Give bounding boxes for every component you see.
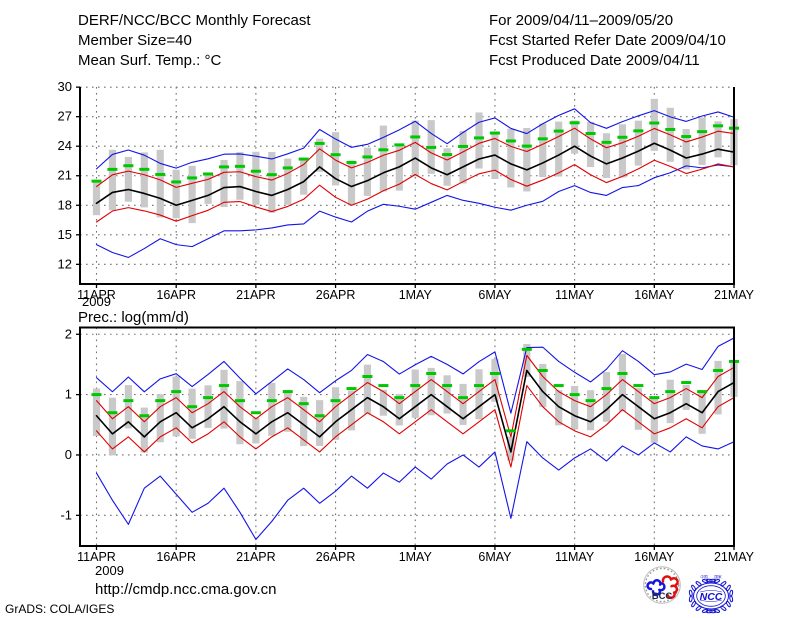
- svg-text:16APR: 16APR: [156, 550, 196, 564]
- svg-text:24: 24: [58, 138, 72, 153]
- svg-text:21APR: 21APR: [236, 288, 276, 302]
- svg-text:NCC: NCC: [700, 591, 723, 603]
- svg-text:11MAY: 11MAY: [555, 288, 595, 302]
- svg-text:21MAY: 21MAY: [714, 550, 755, 564]
- svg-text:21MAY: 21MAY: [714, 288, 755, 302]
- svg-text:中国: 中国: [700, 574, 708, 579]
- svg-text:1MAY: 1MAY: [399, 550, 433, 564]
- svg-text:12: 12: [58, 256, 72, 271]
- svg-text:国家: 国家: [714, 574, 722, 579]
- svg-text:21APR: 21APR: [236, 550, 276, 564]
- svg-text:6MAY: 6MAY: [478, 550, 512, 564]
- svg-text:2: 2: [65, 326, 72, 341]
- svg-text:6MAY: 6MAY: [478, 288, 512, 302]
- svg-text:21: 21: [58, 168, 72, 183]
- svg-text:26APR: 26APR: [316, 288, 356, 302]
- svg-text:30: 30: [58, 79, 72, 94]
- svg-text:16APR: 16APR: [156, 288, 196, 302]
- svg-text:11MAY: 11MAY: [555, 550, 595, 564]
- svg-text:15: 15: [58, 227, 72, 242]
- svg-text:16MAY: 16MAY: [634, 550, 675, 564]
- svg-text:26APR: 26APR: [316, 550, 356, 564]
- svg-text:16MAY: 16MAY: [634, 288, 675, 302]
- svg-text:1MAY: 1MAY: [399, 288, 433, 302]
- svg-text:11APR: 11APR: [77, 550, 116, 564]
- svg-text:-1: -1: [60, 507, 72, 522]
- svg-text:BCC: BCC: [652, 591, 673, 602]
- svg-text:18: 18: [58, 197, 72, 212]
- svg-text:1: 1: [65, 387, 72, 402]
- svg-text:27: 27: [58, 109, 72, 124]
- svg-text:0: 0: [65, 447, 72, 462]
